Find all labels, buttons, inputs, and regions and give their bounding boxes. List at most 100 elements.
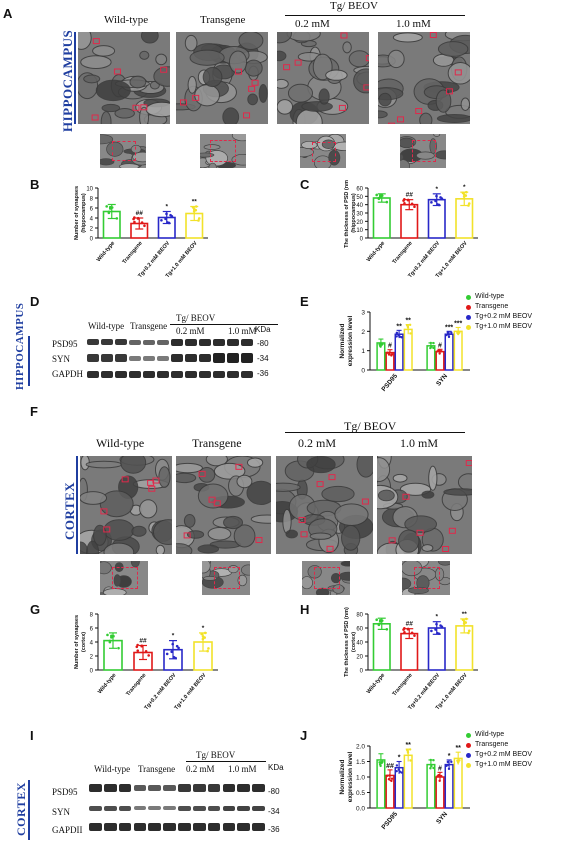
region-line-mid — [28, 336, 30, 386]
data-point — [192, 209, 196, 213]
significance-label: ** — [462, 611, 468, 618]
blot-band — [237, 784, 251, 792]
em-label-tg-beov: Tg/ BEOV — [330, 0, 378, 12]
blot-top-tg: Transgene — [130, 321, 168, 331]
x-tick-label: SYN — [435, 373, 449, 388]
bar — [453, 330, 463, 371]
data-point — [413, 205, 416, 209]
y-tick-label: 10 — [86, 187, 93, 193]
panel-label-d: D — [30, 294, 40, 309]
data-point — [439, 196, 442, 199]
mw-80-bottom: -80 — [268, 787, 280, 796]
data-point — [197, 217, 201, 220]
blot-top-psd95-label: PSD95 — [52, 339, 78, 349]
blot-band — [148, 785, 162, 791]
y-tick-label: 50 — [356, 195, 363, 201]
data-point — [464, 617, 468, 621]
blot-band — [143, 339, 155, 345]
x-tick-label: PSD95 — [380, 811, 399, 832]
y-tick-label: 30 — [356, 212, 363, 218]
legend-item: Tg+0.2 mM BEOV — [466, 312, 560, 322]
data-point — [458, 759, 461, 762]
data-point — [385, 627, 389, 631]
blot-bottom-wt: Wild-type — [94, 764, 131, 774]
data-point — [388, 774, 391, 777]
significance-label: ** — [455, 745, 461, 752]
x-tick-label: PSD95 — [380, 373, 399, 394]
data-point — [435, 622, 438, 626]
blot-band — [185, 354, 197, 362]
significance-label: * — [398, 755, 401, 762]
data-point — [409, 759, 412, 762]
data-point — [387, 778, 391, 781]
region-title-cortex: CORTEX — [62, 481, 77, 540]
data-point — [397, 334, 400, 337]
y-axis-label: expression level — [347, 316, 354, 367]
data-point — [378, 344, 382, 347]
data-point — [410, 631, 414, 635]
significance-label: * — [448, 753, 451, 760]
data-point — [177, 646, 180, 650]
em-cortex-image-low — [276, 456, 373, 554]
blot-bottom-syn-label: SYN — [52, 807, 71, 817]
data-point — [450, 331, 453, 334]
mw-34-bottom: -34 — [268, 807, 280, 816]
x-tick-label: Tg+0.2 mM BEOV — [144, 672, 178, 711]
x-tick-label: Tg+1.0 mM BEOV — [174, 672, 208, 711]
blot-band — [222, 784, 236, 792]
blot-band — [101, 370, 113, 378]
western-blot-cortex — [88, 780, 266, 840]
x-tick-label: Wild-type — [366, 240, 386, 263]
data-point — [405, 748, 409, 752]
data-point — [378, 761, 381, 764]
data-point — [445, 764, 448, 768]
data-point — [112, 634, 115, 638]
blot-band — [133, 785, 147, 791]
legend-marker — [466, 752, 471, 758]
data-point — [446, 760, 450, 764]
legend-marker — [466, 314, 471, 320]
blot-band — [163, 785, 176, 791]
data-point — [437, 774, 440, 777]
blot-bottom-kda: KDa — [268, 763, 284, 772]
blot-top-low: 0.2 mM — [176, 326, 205, 336]
significance-label: ## — [386, 763, 394, 770]
data-point — [377, 197, 381, 201]
blot-top-syn-label: SYN — [52, 354, 71, 364]
legend-item: Tg+0.2 mM BEOV — [466, 750, 560, 760]
em-cortex-label-high: 1.0 mM — [400, 436, 439, 450]
bar — [372, 197, 391, 239]
blot-band — [227, 353, 239, 363]
y-axis-label: (hippocampus) — [351, 193, 357, 233]
data-point — [408, 748, 412, 751]
chart-b: 0 2 4 6 8 10 Number of synapses (hippocampus) Wi… — [74, 186, 208, 279]
em-inset-wildtype — [100, 134, 146, 168]
significance-label: * — [165, 204, 168, 211]
blot-band — [115, 354, 127, 362]
data-point — [390, 777, 394, 780]
data-point — [390, 354, 393, 357]
bar — [376, 759, 386, 809]
blot-band — [87, 370, 99, 378]
data-point — [434, 199, 437, 203]
significance-label: ## — [139, 638, 147, 645]
blot-bottom-gapdh-label: GAPDII — [52, 825, 83, 835]
blot-band — [148, 806, 162, 810]
data-point — [432, 341, 435, 345]
blot-band — [129, 370, 141, 378]
em-image-transgene — [176, 32, 268, 124]
em-cortex-inset-transgene — [202, 561, 250, 595]
y-axis-label: (cortex) — [81, 632, 87, 652]
blot-band — [185, 370, 197, 378]
data-point — [375, 193, 378, 197]
region-line-cortex-blot — [28, 780, 30, 840]
significance-label: * — [435, 186, 438, 193]
blot-band — [133, 823, 147, 831]
y-tick-label: 40 — [356, 203, 363, 209]
x-tick-label: Wild-type — [97, 672, 117, 695]
legend-item: Transgene — [466, 302, 560, 312]
blot-band — [163, 806, 176, 810]
data-point — [106, 633, 109, 637]
y-tick-label: 10 — [356, 228, 363, 234]
chart-c: 0 10 20 30 40 50 60 The thickness of PSD (nm) (h… — [344, 180, 478, 279]
